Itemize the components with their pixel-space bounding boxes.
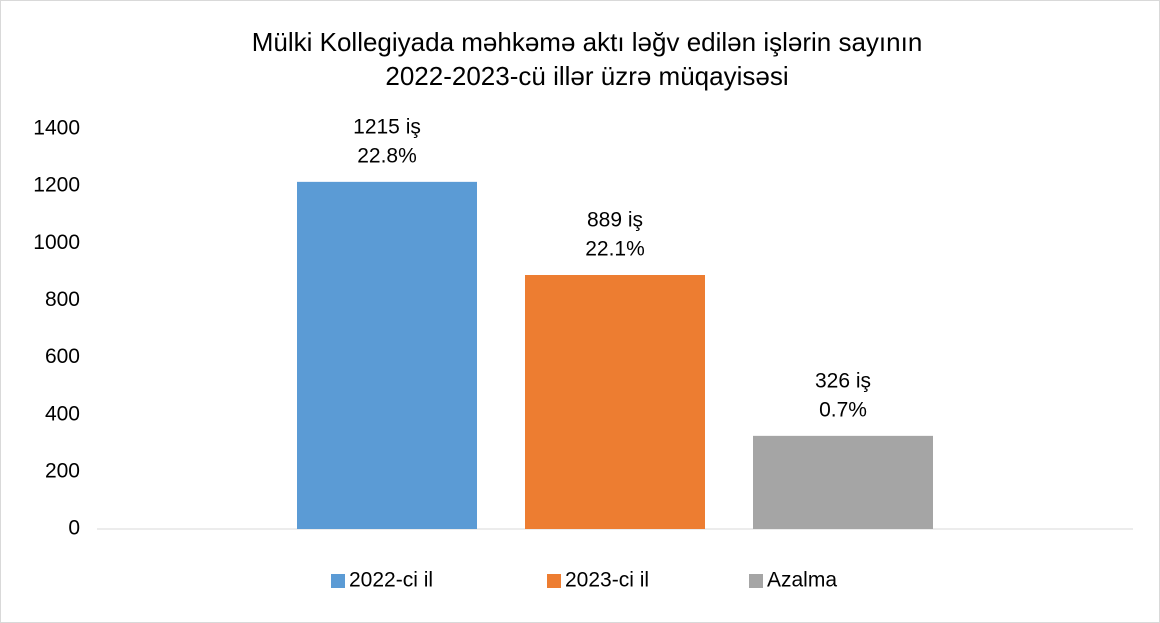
y-tick-label: 800	[45, 288, 80, 311]
data-label: 1215 iş	[353, 115, 421, 138]
y-tick-label: 1400	[33, 117, 80, 140]
legend-swatch	[331, 574, 345, 588]
y-tick-label: 400	[45, 402, 80, 425]
legend-label: Azalma	[767, 569, 837, 592]
y-tick-label: 0	[68, 517, 80, 540]
bar	[297, 181, 477, 529]
share-label: 22.8%	[357, 144, 417, 167]
chart-title: 2022-2023-cü illər üzrə müqayisəsi	[385, 61, 788, 91]
legend-label: 2022-ci il	[349, 569, 433, 592]
y-tick-label: 1200	[33, 174, 80, 197]
data-label: 326 iş	[815, 369, 871, 392]
chart-title: Mülki Kollegiyada məhkəmə aktı ləğv edil…	[252, 27, 923, 57]
share-label: 22.1%	[585, 238, 645, 261]
legend-label: 2023-ci il	[565, 569, 649, 592]
y-tick-label: 600	[45, 345, 80, 368]
legend-swatch	[749, 574, 763, 588]
share-label: 0.7%	[819, 398, 867, 421]
y-tick-label: 1000	[33, 231, 80, 254]
bar	[525, 275, 705, 529]
data-label: 889 iş	[587, 209, 643, 232]
bar	[753, 435, 933, 529]
legend-swatch	[547, 574, 561, 588]
y-tick-label: 200	[45, 459, 80, 482]
